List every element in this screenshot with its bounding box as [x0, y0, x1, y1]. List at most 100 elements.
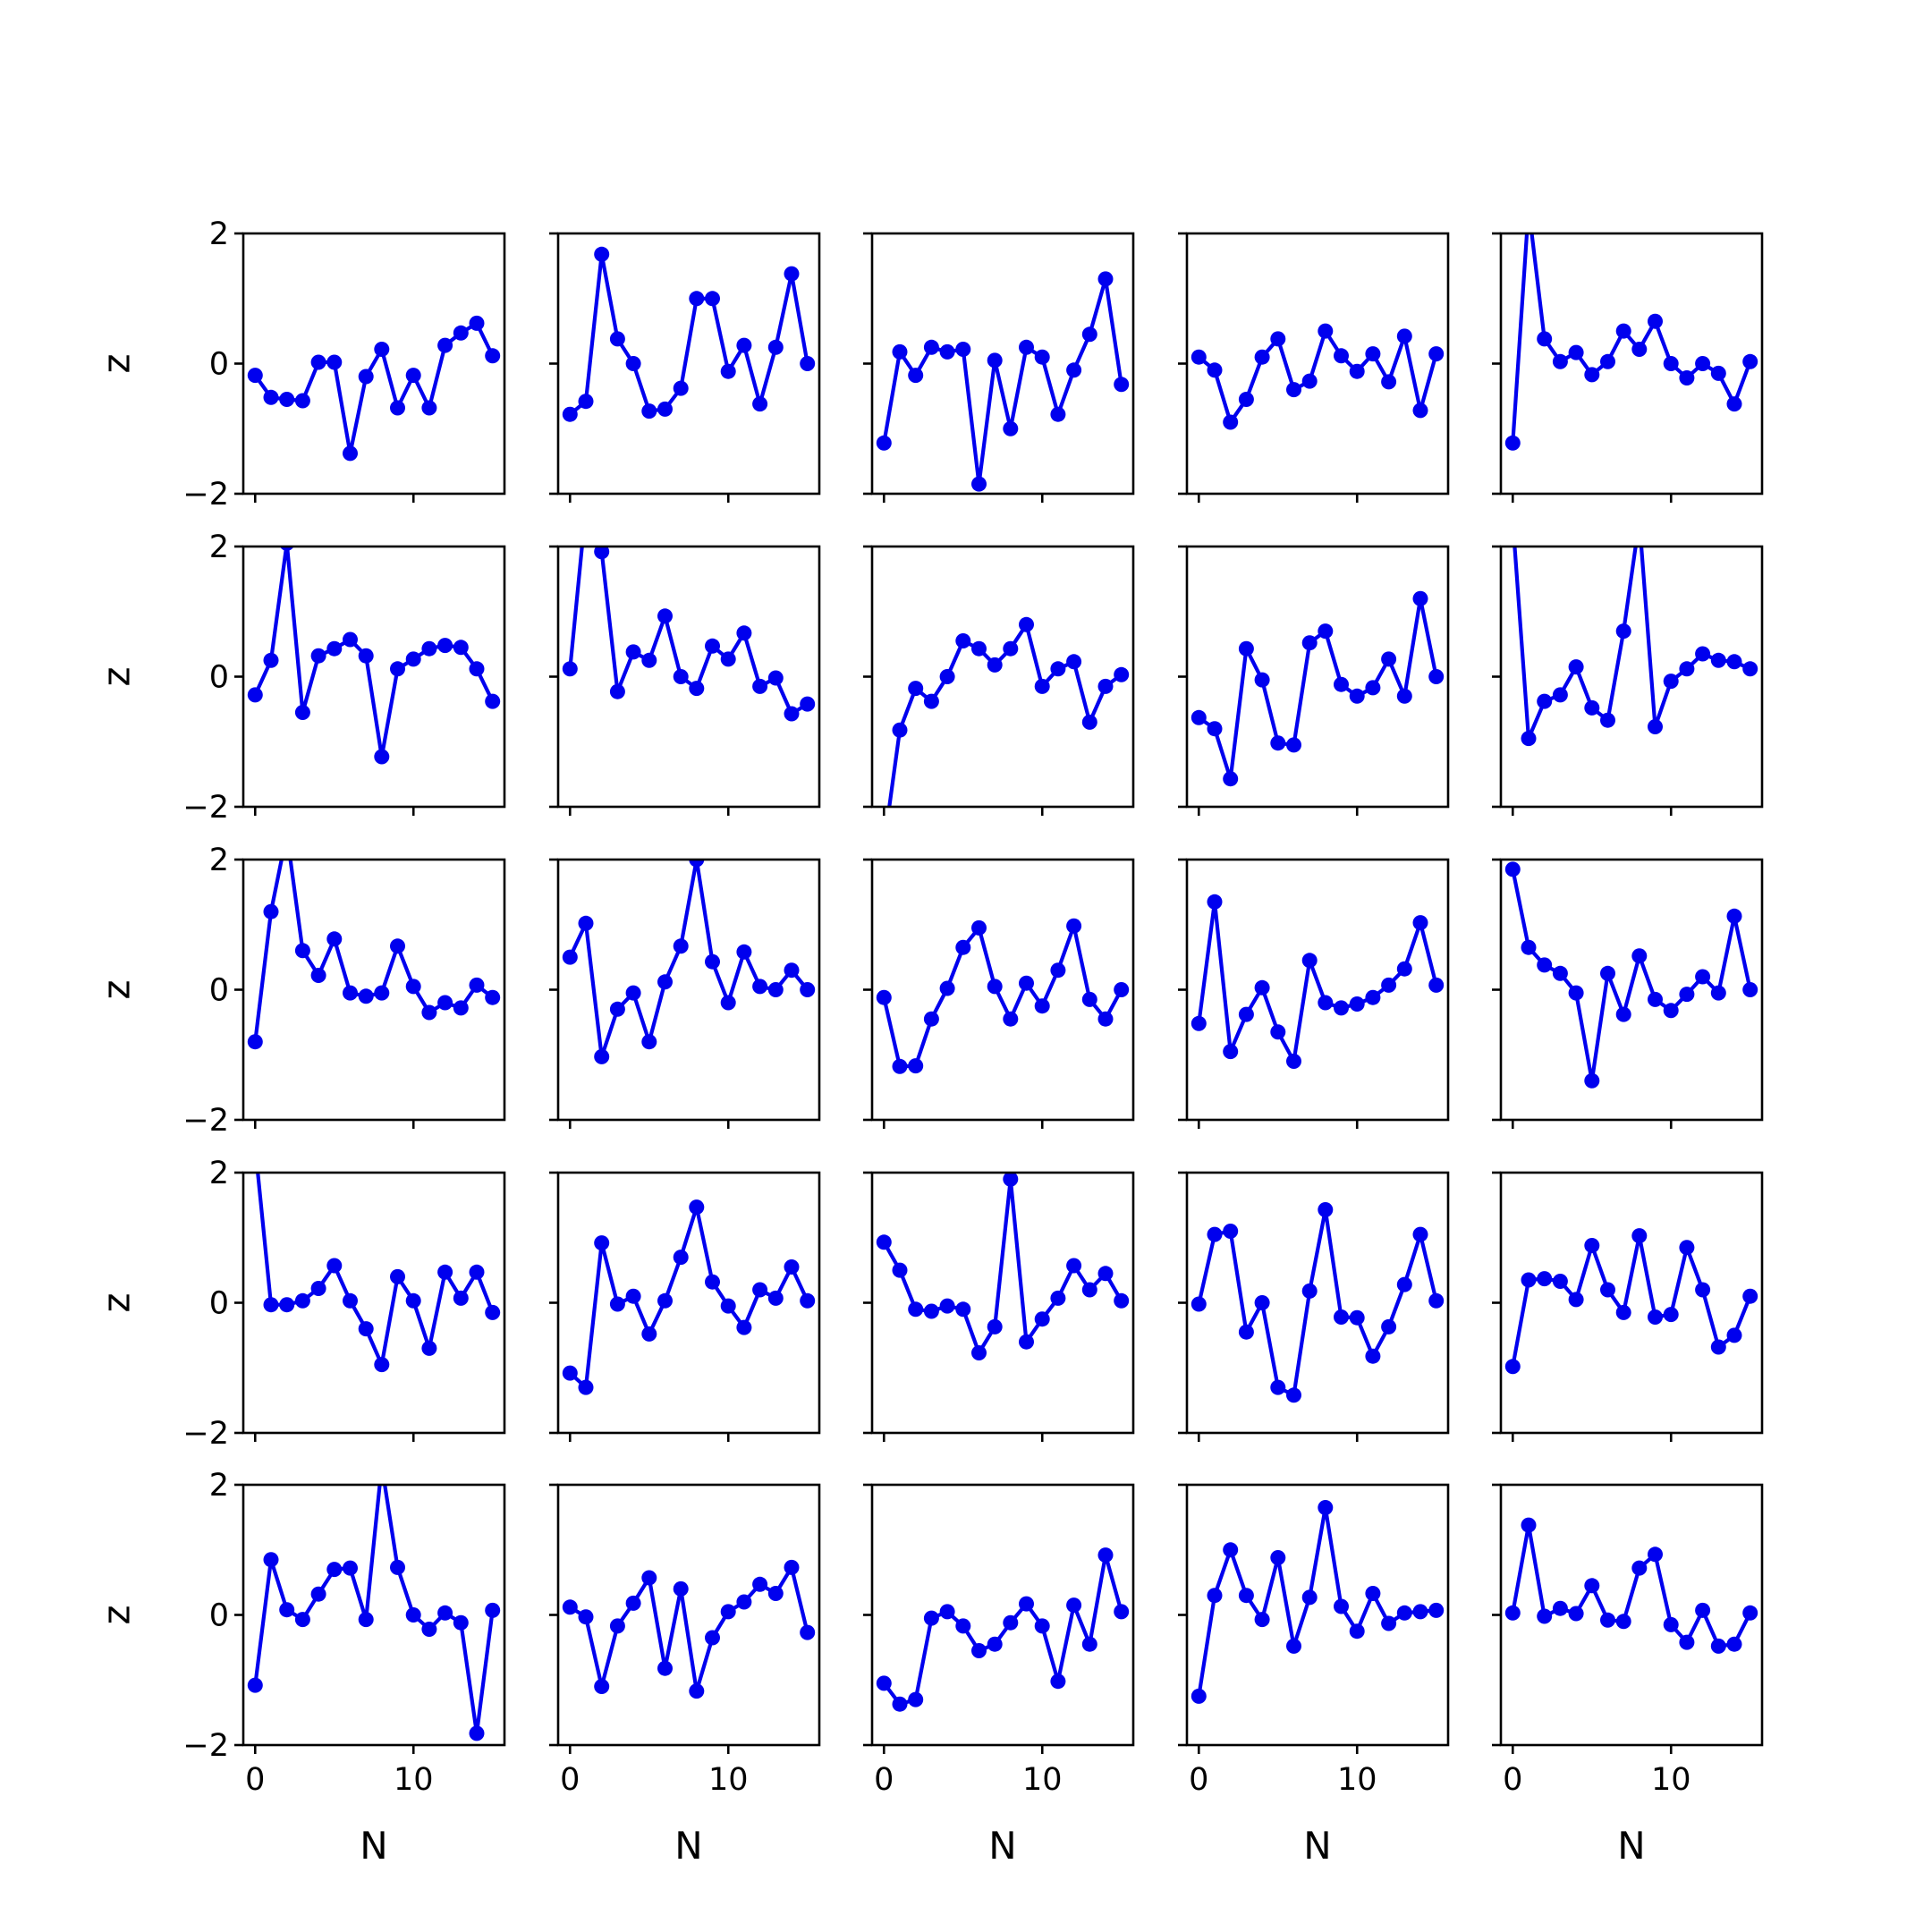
- series-group: [1191, 1500, 1445, 1704]
- data-point: [876, 989, 892, 1005]
- data-point: [955, 342, 971, 357]
- data-point: [390, 938, 405, 954]
- data-point: [1238, 640, 1254, 657]
- data-point: [971, 640, 987, 657]
- data-point: [294, 1292, 310, 1309]
- x-tick-label: 0: [245, 1762, 265, 1798]
- data-point: [1521, 1272, 1537, 1288]
- data-point: [1050, 406, 1066, 422]
- data-point: [469, 315, 485, 331]
- data-point: [1066, 1597, 1082, 1614]
- data-point: [736, 337, 752, 353]
- data-point: [1050, 962, 1066, 979]
- series-group: [1513, 547, 1758, 747]
- data-point: [908, 1691, 924, 1707]
- data-point: [1223, 1224, 1239, 1239]
- data-point: [437, 1605, 453, 1621]
- data-point: [689, 291, 705, 307]
- data-point: [390, 1268, 405, 1284]
- series-group: [562, 1199, 816, 1395]
- data-point: [1254, 672, 1270, 688]
- data-point: [437, 638, 453, 654]
- data-point: [800, 696, 816, 712]
- series-group: [1191, 894, 1445, 1069]
- data-point: [641, 1034, 657, 1050]
- data-point: [752, 396, 768, 412]
- data-point: [1318, 995, 1334, 1011]
- data-point: [1003, 640, 1019, 657]
- data-point: [892, 1262, 908, 1278]
- data-point: [971, 1643, 987, 1658]
- data-point: [453, 640, 469, 656]
- series-group: [1504, 233, 1758, 451]
- data-point: [1019, 1334, 1034, 1350]
- data-point: [1334, 1309, 1349, 1325]
- data-point: [405, 979, 421, 995]
- data-point: [1349, 996, 1365, 1012]
- data-point: [657, 1660, 673, 1676]
- series-group: [876, 918, 1130, 1074]
- data-point: [1552, 687, 1568, 703]
- series-line: [253, 547, 495, 759]
- data-point: [405, 651, 421, 667]
- subplot-r5-c2: 0 10N: [549, 1483, 821, 1868]
- data-point: [1631, 342, 1648, 357]
- data-point: [784, 266, 800, 282]
- data-point: [294, 705, 310, 720]
- data-point: [1695, 646, 1711, 662]
- data-point: [1334, 1000, 1349, 1016]
- data-point: [1381, 1615, 1397, 1631]
- data-point: [1097, 1547, 1114, 1563]
- data-point: [971, 1345, 987, 1360]
- series-group: [562, 1559, 816, 1699]
- data-point: [767, 982, 784, 997]
- series-group: [1191, 590, 1445, 787]
- data-point: [1301, 635, 1318, 651]
- data-point: [1412, 1604, 1428, 1620]
- data-point: [1584, 1072, 1600, 1089]
- data-point: [1254, 979, 1270, 996]
- data-point: [1710, 1339, 1726, 1355]
- data-point: [1742, 982, 1758, 997]
- data-point: [641, 1326, 657, 1342]
- data-point: [1631, 948, 1648, 964]
- series-line: [253, 1485, 495, 1736]
- y-tick-label: 0: [209, 347, 229, 383]
- data-point: [1223, 1542, 1239, 1558]
- data-point: [1207, 1588, 1223, 1604]
- y-tick-label: 0: [209, 660, 229, 696]
- data-point: [1600, 353, 1615, 369]
- data-point: [1710, 985, 1726, 1001]
- y-tick-label: 2: [209, 216, 229, 252]
- data-point: [310, 648, 326, 664]
- data-point: [1615, 1614, 1631, 1630]
- data-point: [1648, 991, 1663, 1007]
- series-line: [253, 321, 495, 455]
- data-point: [955, 1618, 971, 1634]
- subplot-r3-c1: −2 0 2 z: [95, 843, 506, 1139]
- data-point: [1114, 1604, 1130, 1620]
- data-point: [263, 389, 279, 405]
- data-point: [358, 1612, 374, 1628]
- data-point: [437, 337, 453, 353]
- data-point: [310, 1586, 326, 1602]
- data-point: [908, 681, 924, 697]
- data-point: [784, 706, 800, 722]
- x-tick-label: 0: [874, 1762, 894, 1798]
- data-point: [294, 393, 310, 409]
- data-point: [1365, 989, 1381, 1005]
- x-tick-label: 10: [1651, 1762, 1691, 1798]
- series-line: [887, 623, 1123, 807]
- data-point: [1286, 1638, 1301, 1654]
- data-point: [326, 1562, 343, 1578]
- data-point: [1381, 651, 1397, 667]
- data-point: [1191, 1015, 1207, 1031]
- data-point: [1050, 1674, 1066, 1690]
- data-point: [1663, 1307, 1679, 1323]
- data-point: [1521, 939, 1537, 955]
- y-axis-label: z: [95, 979, 139, 999]
- series-line: [568, 547, 809, 716]
- data-point: [1600, 1282, 1615, 1298]
- data-point: [876, 1675, 892, 1691]
- data-point: [1223, 414, 1239, 430]
